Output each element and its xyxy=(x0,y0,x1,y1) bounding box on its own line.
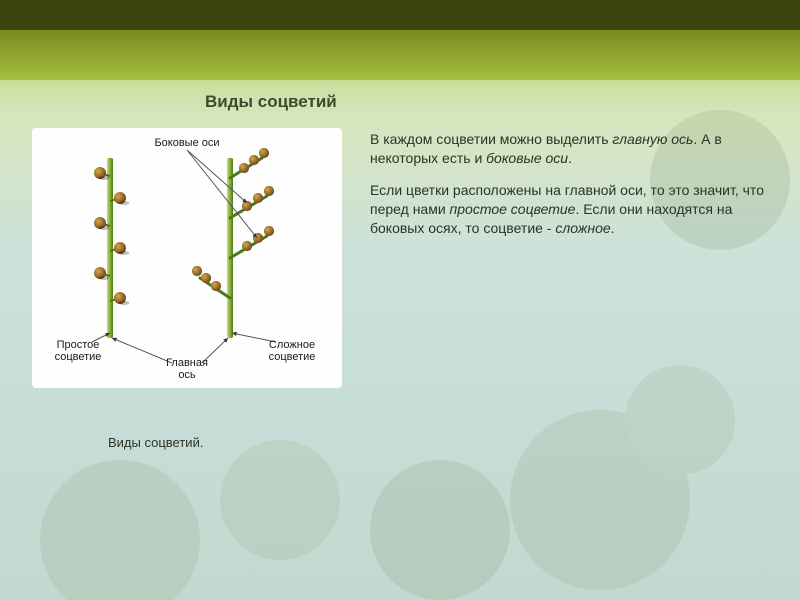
p2-em-simple: простое соцветие xyxy=(450,201,576,217)
svg-text:Сложноесоцветие: Сложноесоцветие xyxy=(269,339,316,363)
inflorescence-diagram: Боковые оси Простоесоцветие Сложноесоцвети… xyxy=(32,128,342,388)
paragraph-2: Если цветки расположены на главной оси, … xyxy=(370,181,770,239)
diagram-box: Боковые оси Простоесоцветие Сложноесоцвети… xyxy=(32,128,342,388)
p2-em-complex: сложное xyxy=(555,220,610,236)
p1-text-c: . xyxy=(568,150,572,166)
slide-title: Виды соцветий xyxy=(205,92,337,112)
p1-em-lateral-axes: боковые оси xyxy=(486,150,568,166)
svg-text:Простоесоцветие: Простоесоцветие xyxy=(55,339,102,363)
p1-em-main-axis: главную ось xyxy=(612,131,693,147)
p1-text-a: В каждом соцветии можно выделить xyxy=(370,131,612,147)
paragraph-1: В каждом соцветии можно выделить главную… xyxy=(370,130,770,169)
p2-text-c: . xyxy=(611,220,615,236)
body-text: В каждом соцветии можно выделить главную… xyxy=(370,130,770,251)
top-dark-band xyxy=(0,0,800,30)
slide: Виды соцветий Боковые оси Простоесоцветие… xyxy=(0,0,800,600)
svg-text:Боковые оси: Боковые оси xyxy=(154,137,219,149)
top-green-band xyxy=(0,30,800,80)
diagram-caption: Виды соцветий. xyxy=(108,435,203,450)
svg-text:Главнаяось: Главнаяось xyxy=(166,357,208,381)
